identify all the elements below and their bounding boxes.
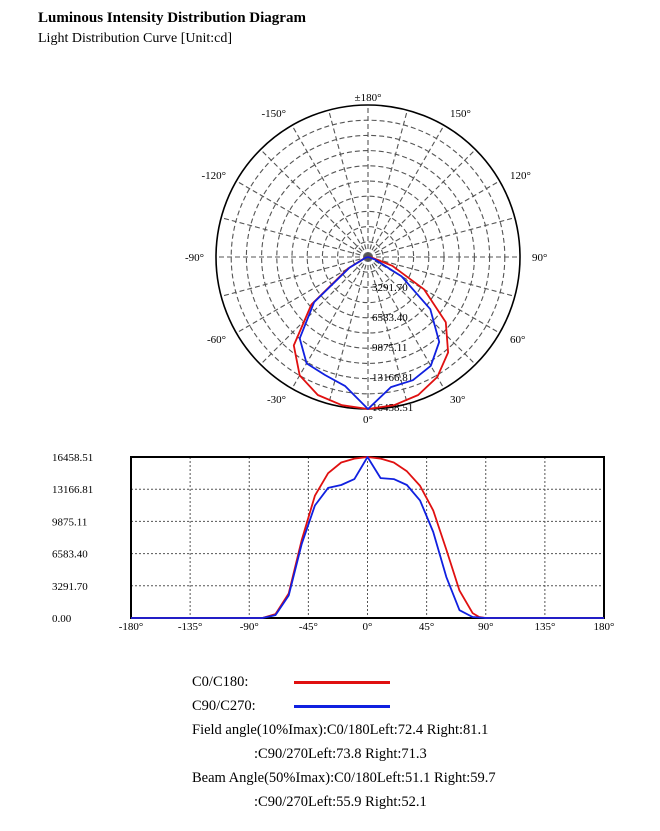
line-series-c90-c270	[131, 456, 604, 619]
beam-angle-line-1: Beam Angle(50%Imax):C0/180Left:51.1 Righ…	[192, 770, 496, 786]
page-subtitle: Light Distribution Curve [Unit:cd]	[38, 31, 233, 46]
x-tick-label: -135°	[178, 621, 203, 633]
x-tick-label: 0°	[363, 621, 373, 633]
polar-grid-spoke	[367, 217, 515, 258]
field-angle-line-2: :C90/270Left:73.8 Right:71.3	[254, 746, 427, 762]
polar-angle-label: -30°	[267, 394, 286, 406]
polar-angle-label: -60°	[207, 334, 226, 346]
legend-item-c90: C90/C270:	[192, 694, 496, 718]
polar-grid-ring	[321, 210, 415, 304]
polar-grid-spoke	[260, 256, 369, 365]
x-tick-label: -45°	[299, 621, 318, 633]
polar-radial-label: 13166.81	[372, 372, 413, 384]
polar-angle-label: 60°	[510, 334, 525, 346]
polar-angle-label: 0°	[363, 414, 373, 426]
polar-angle-label: -120°	[201, 170, 226, 182]
polar-grid-spoke	[367, 110, 408, 258]
y-tick-label: 3291.70	[52, 581, 88, 593]
polar-grid-spoke	[367, 256, 445, 389]
polar-angle-label: -90°	[185, 252, 204, 264]
legend-swatch-c0	[294, 681, 390, 684]
polar-grid-spoke	[221, 217, 369, 258]
y-tick-label: 9875.11	[52, 516, 87, 528]
polar-grid-spoke	[328, 110, 369, 258]
polar-grid-spoke	[367, 125, 445, 258]
x-tick-label: -90°	[240, 621, 259, 633]
polar-angle-label: ±180°	[355, 92, 382, 104]
light-distribution-charts: ±180° 150° 120° 90° 60° 30° 0° -30° -60° -90° -120…	[52, 92, 615, 633]
polar-grid-spoke	[328, 256, 369, 404]
polar-grid-spoke	[236, 180, 369, 258]
polar-grid-spoke	[367, 256, 476, 365]
polar-angle-label: 90°	[532, 252, 547, 264]
polar-grid-spoke	[291, 256, 369, 389]
polar-radial-label: 16458.51	[372, 402, 413, 414]
beam-angle-line-2: :C90/270Left:55.9 Right:52.1	[254, 794, 427, 810]
legend: C0/C180: C90/C270: Field angle(10%Imax):…	[192, 670, 496, 814]
legend-label-c0: C0/C180:	[192, 674, 249, 690]
polar-grid-ring	[352, 241, 384, 273]
polar-angle-label: 30°	[450, 394, 465, 406]
polar-radial-label: 9875.11	[372, 342, 407, 354]
polar-grid-spoke	[367, 256, 408, 404]
field-angle-line-1: Field angle(10%Imax):C0/180Left:72.4 Rig…	[192, 722, 489, 738]
polar-grid-spoke	[221, 256, 369, 297]
polar-radial-label: 3291.70	[372, 282, 408, 294]
polar-angle-label: -150°	[261, 108, 286, 120]
polar-grid-spoke	[291, 125, 369, 258]
y-tick-label: 13166.81	[52, 484, 93, 496]
polar-grid-spoke	[260, 149, 369, 258]
polar-grid-spoke	[367, 149, 476, 258]
polar-angle-label: 120°	[510, 170, 531, 182]
x-tick-label: 90°	[478, 621, 493, 633]
x-tick-label: -180°	[119, 621, 144, 633]
page-title: Luminous Intensity Distribution Diagram	[38, 10, 306, 26]
legend-swatch-c90	[294, 705, 390, 708]
legend-label-c90: C90/C270:	[192, 698, 256, 714]
polar-radial-label: 6583.40	[372, 312, 408, 324]
y-tick-label: 6583.40	[52, 549, 88, 561]
polar-grid-spoke	[367, 180, 500, 258]
x-tick-label: 135°	[534, 621, 555, 633]
x-tick-label: 45°	[419, 621, 434, 633]
polar-grid-spoke	[367, 256, 515, 297]
x-tick-label: 180°	[594, 621, 615, 633]
y-tick-label: 16458.51	[52, 452, 93, 464]
polar-grid-ring	[337, 226, 399, 288]
polar-angle-label: 150°	[450, 108, 471, 120]
legend-item-c0: C0/C180:	[192, 670, 496, 694]
y-tick-label: 0.00	[52, 613, 72, 625]
polar-series-c90-c270	[298, 256, 441, 410]
